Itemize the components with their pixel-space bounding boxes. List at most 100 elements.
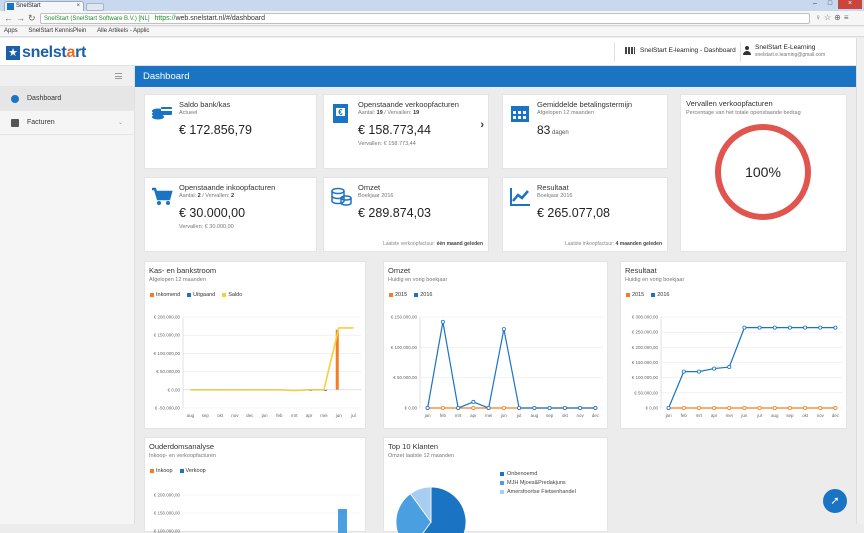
kpi-title: Openstaande inkoopfacturen [179,183,275,192]
data-point-2015 [803,406,806,409]
help-rocket-button[interactable]: ➚ [823,489,847,513]
data-point-2016 [441,320,444,323]
y-tick-label: € 200.000,00 [632,345,659,350]
pie-legend-item[interactable]: Onbenoemd [500,471,576,477]
x-tick-label: nov [576,413,584,418]
shopping-cart-icon [151,185,173,207]
ouderdomsanalyse-chart: € 200.000,00€ 150.000,00€ 100.000,00 [145,438,367,533]
data-point-2016 [472,400,475,403]
maximize-icon[interactable]: □ [823,0,837,9]
browser-tab[interactable]: SnelStart × [4,1,84,11]
pie-legend-item[interactable]: MJH Mjoes&Predakjuns [500,480,576,486]
pie-legend-label: Amersfoortse Fietsenhandel [507,489,576,495]
sidebar: Dashboard Facturen ⌄ [0,66,135,524]
x-tick-label: mrt [455,413,462,418]
series-line-2016 [669,328,836,408]
hamburger-menu-icon[interactable] [115,73,122,79]
kpi-card-betalingstermijn[interactable]: Gemiddelde betalingstermijn Afgelopen 12… [502,94,668,169]
legend-swatch [500,481,504,485]
x-tick-label: sep [202,413,210,418]
kpi-title: Gemiddelde betalingstermijn [537,100,632,109]
data-point-2016 [728,365,731,368]
y-tick-label: € 200.000,00 [154,315,181,320]
data-point-2016 [834,326,837,329]
x-tick-label: apr [470,413,477,418]
kpi-card-inkoopfacturen[interactable]: Openstaande inkoopfacturen Aantal: 2 / V… [144,177,317,252]
x-tick-label: dec [832,413,840,418]
elearning-label: SnelStart E-learning - Dashboard [640,47,736,54]
x-tick-label: sep [546,413,554,418]
card-title: Vervallen verkoopfacturen [686,99,773,108]
bookmark-alle-artikels[interactable]: Alle Artikels - Applic [97,28,149,34]
chevron-down-icon: ⌄ [118,111,123,135]
app-header: ★ snelstart SnelStart E-learning - Dashb… [0,38,864,66]
new-tab-button[interactable] [86,3,104,11]
user-email: snelstart.e.learning@gmail.com [755,52,825,58]
browser-toolbar: ← → ↻ SnelStart (SnelStart Software B.V.… [0,11,864,26]
x-tick-label: jan [261,413,269,418]
y-tick-label: € 100.000,00 [154,529,181,533]
elearning-link[interactable]: SnelStart E-learning - Dashboard [625,47,736,54]
percentage-value: 100% [721,130,805,214]
minimize-icon[interactable]: – [808,0,822,9]
invoice-icon [11,119,19,127]
x-tick-label: mrt [291,413,298,418]
euro-document-icon: € [330,102,352,124]
kpi-count-label: Aantal: [358,110,377,116]
bookmark-kennisplein[interactable]: SnelStart KennisPlein [28,28,86,34]
y-tick-label: € 100.000,00 [391,345,418,350]
sidebar-item-dashboard[interactable]: Dashboard [0,87,134,111]
tab-close-icon[interactable]: × [76,2,80,11]
data-point-2015 [758,406,761,409]
address-bar[interactable]: SnelStart (SnelStart Software B.V.) [NL]… [40,13,810,24]
kpi-card-resultaat[interactable]: Resultaat Boekjaar 2016 € 265.077,08 Laa… [502,177,668,252]
kpi-card-omzet[interactable]: Omzet Boekjaar 2016 € 289.874,03 Laatste… [323,177,489,252]
last-invoice-label: Laatste verkoopfactuur: [383,241,437,247]
kpi-title: Openstaande verkoopfacturen [358,100,459,109]
pie-legend: Onbenoemd MJH Mjoes&Predakjuns Amersfoor… [500,471,576,498]
snelstart-logo[interactable]: ★ snelstart [6,44,86,62]
header-divider [614,42,615,62]
user-menu[interactable]: SnelStart E-Learning snelstart.e.learnin… [755,44,825,58]
dashboard-icon [11,95,19,103]
y-tick-label: € -50.000,00 [155,406,181,411]
y-tick-label: € 150.000,00 [632,360,659,365]
sidebar-item-facturen[interactable]: Facturen ⌄ [0,111,134,135]
data-point-2016 [682,370,685,373]
forward-icon[interactable]: → [16,13,25,23]
kpi-value: € 30.000,00 [179,206,245,220]
page-scrollbar[interactable] [856,38,864,524]
kas-bankstroom-chart: € 200.000,00€ 150.000,00€ 100.000,00€ 50… [145,262,367,430]
bookmark-apps[interactable]: Apps [4,28,18,34]
chevron-right-icon[interactable]: › [480,119,484,131]
browser-extension-icons[interactable]: ♀☆⊕≡ [815,13,852,22]
film-strip-icon [625,47,635,54]
data-point-2015 [682,406,685,409]
data-point-2015 [712,406,715,409]
logo-text-st: st [53,44,67,61]
y-tick-label: € 100.000,00 [632,375,659,380]
data-point-2016 [758,326,761,329]
kpi-value: € 265.077,08 [537,206,610,220]
x-tick-label: jan [424,413,432,418]
kpi-card-saldo[interactable]: Saldo bank/kas Actueel € 172.856,79 [144,94,317,169]
data-point-2015 [502,406,505,409]
series-line-saldo [190,328,353,391]
x-tick-label: feb [440,413,447,418]
data-point-2015 [441,406,444,409]
kpi-title: Resultaat [537,183,569,192]
snelstart-favicon-icon [7,3,14,10]
legend-swatch [500,490,504,494]
sidebar-item-label: Dashboard [27,95,61,102]
data-point-2016 [819,326,822,329]
kpi-value: 83 dagen [537,123,569,137]
user-icon [743,46,751,55]
user-name: SnelStart E-Learning [755,44,825,51]
close-window-icon[interactable]: × [838,0,862,9]
pie-legend-item[interactable]: Amersfoortse Fietsenhandel [500,489,576,495]
y-tick-label: € 250.000,00 [632,330,659,335]
kpi-card-verkoopfacturen[interactable]: € Openstaande verkoopfacturen Aantal: 19… [323,94,489,169]
reload-icon[interactable]: ↻ [28,13,36,23]
logo-text-snel: snel [22,44,53,61]
back-icon[interactable]: ← [4,13,13,23]
